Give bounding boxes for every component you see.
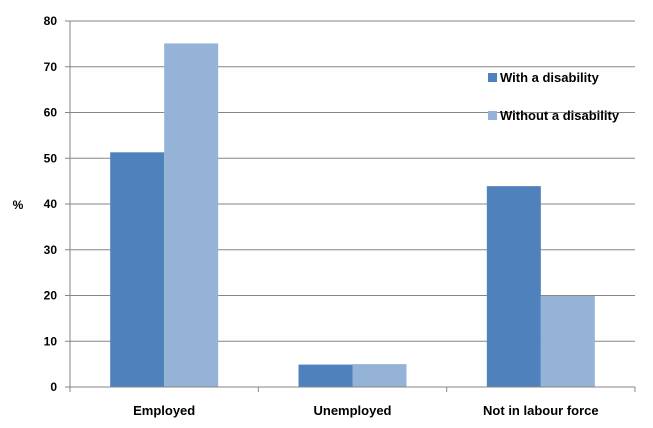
x-category-label: Not in labour force [483,403,599,418]
y-tick-label: 10 [44,334,58,348]
bar-with-disability [486,186,541,387]
axes [65,20,636,392]
legend: With a disability Without a disability [488,70,620,123]
legend-label: Without a disability [500,108,620,123]
y-tick-labels: 0 10 20 30 40 50 60 70 80 [44,14,58,394]
y-tick-label: 20 [44,289,58,303]
bar-with-disability [110,152,165,387]
bar-with-disability [298,364,353,387]
bar-without-disability [540,295,595,387]
x-category-label: Unemployed [313,403,391,418]
legend-label: With a disability [500,70,600,85]
y-tick-label: 70 [44,60,58,74]
bars [110,43,595,387]
y-tick-label: 30 [44,243,58,257]
bar-without-disability [164,43,219,387]
y-tick-label: 0 [50,380,57,394]
x-category-label: Employed [133,403,195,418]
x-category-labels: Employed Unemployed Not in labour force [133,403,599,418]
y-axis-label: % [13,198,24,212]
legend-swatch [488,111,497,120]
y-tick-label: 80 [44,14,58,28]
y-tick-label: 50 [44,151,58,165]
legend-swatch [488,73,497,82]
y-tick-label: 60 [44,106,58,120]
y-tick-label: 40 [44,197,58,211]
bar-without-disability [352,364,407,387]
